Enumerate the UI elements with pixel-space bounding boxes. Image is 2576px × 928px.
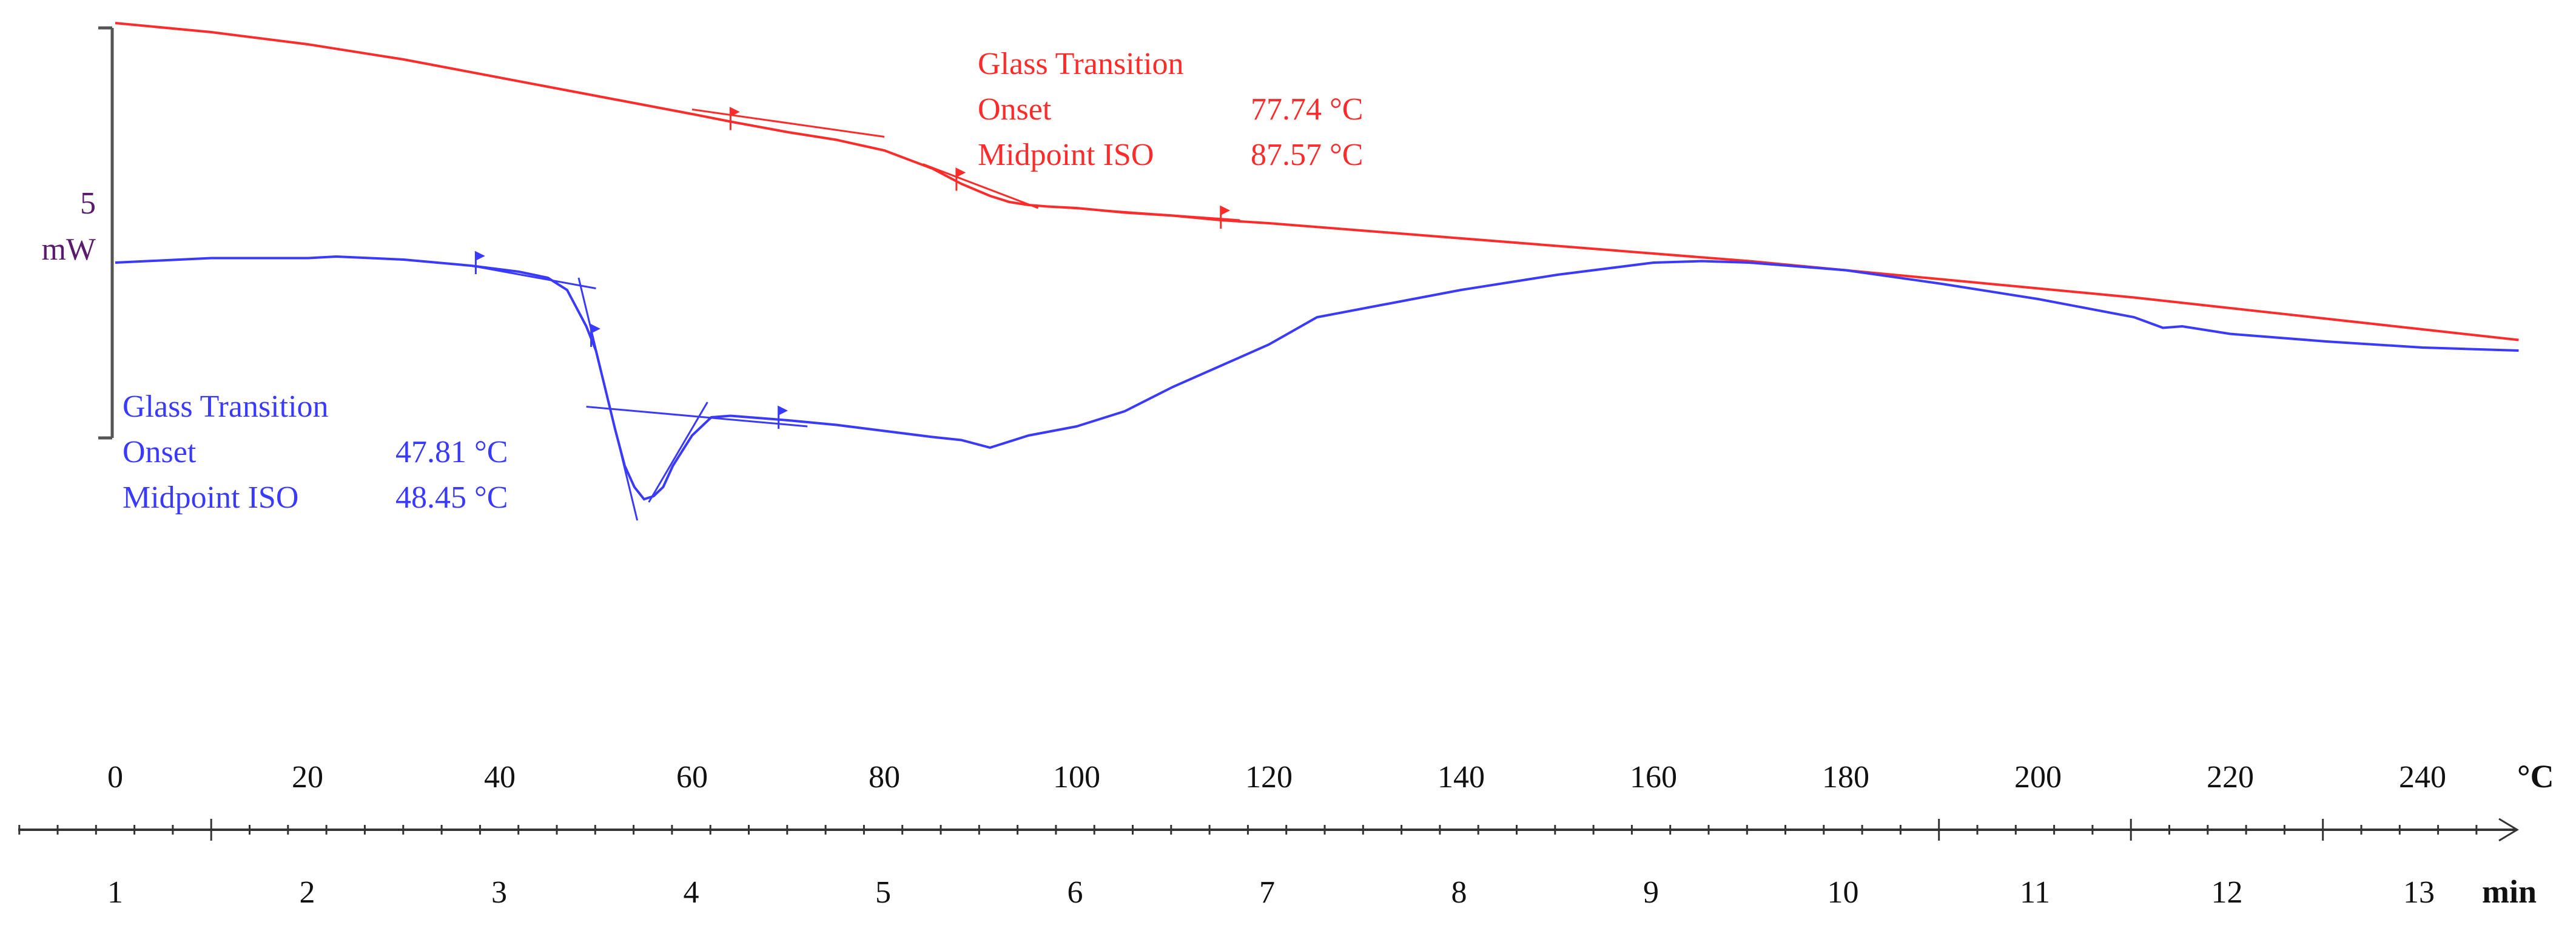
red-series-line [115, 22, 2519, 341]
temperature-tick-label: 60 [676, 760, 708, 795]
time-tick-label: 5 [875, 875, 891, 910]
temperature-tick-label: 100 [1053, 760, 1100, 795]
time-tick-label: 2 [300, 875, 315, 910]
blue-annotation: Glass Transition Onset 47.81 °C Midpoint… [123, 389, 508, 515]
series-layer [115, 22, 2519, 521]
temperature-tick-label: 80 [869, 760, 900, 795]
blue-tangent-rise [648, 402, 708, 503]
blue-marker-end [778, 405, 789, 429]
blue-onset-label: Onset [123, 435, 197, 469]
x-axis-time-ticks: 1 2 3 4 5 6 7 8 9 10 11 12 13 [107, 875, 2435, 910]
blue-marker-start [474, 250, 485, 274]
temperature-tick-label: 180 [1822, 760, 1869, 795]
y-scale-unit: mW [41, 232, 96, 267]
time-tick-label: 13 [2403, 875, 2435, 910]
red-midpoint-label: Midpoint ISO [978, 138, 1154, 172]
red-onset-value: 77.74 °C [1251, 92, 1363, 127]
red-marker-end [1220, 205, 1231, 229]
temperature-tick-label: 40 [484, 760, 516, 795]
blue-midpoint-value: 48.45 °C [395, 480, 508, 515]
red-annotation: Glass Transition Onset 77.74 °C Midpoint… [978, 47, 1363, 172]
blue-annotation-title: Glass Transition [123, 389, 329, 424]
time-tick-label: 3 [491, 875, 507, 910]
time-tick-label: 7 [1259, 875, 1275, 910]
red-tangent-transition [922, 163, 1039, 209]
x-axis-temperature-ticks: 0 20 40 60 80 100 120 140 160 180 200 220 240 [107, 760, 2446, 795]
time-tick-label: 8 [1451, 875, 1467, 910]
red-midpoint-value: 87.57 °C [1251, 138, 1363, 172]
time-tick-label: 1 [107, 875, 123, 910]
temperature-tick-label: 220 [2207, 760, 2254, 795]
x-axis-temperature-unit: °C [2517, 758, 2554, 795]
blue-onset-value: 47.81 °C [395, 435, 508, 469]
time-axis-arrow [2498, 818, 2519, 842]
temperature-tick-label: 120 [1245, 760, 1293, 795]
time-tick-label: 9 [1643, 875, 1659, 910]
red-tangent-after [1028, 204, 1240, 221]
blue-series-line [115, 255, 2519, 501]
y-scale-value: 5 [80, 186, 96, 221]
temperature-tick-label: 20 [292, 760, 323, 795]
blue-tangent-after [586, 406, 808, 428]
red-marker-start [729, 107, 740, 130]
time-axis-minor-ticks [18, 819, 2478, 841]
x-axis-time-unit: min [2482, 873, 2537, 910]
time-axis [18, 818, 2519, 842]
time-tick-label: 10 [1828, 875, 1859, 910]
time-tick-label: 6 [1068, 875, 1083, 910]
red-tangent-before [691, 109, 885, 138]
red-onset-label: Onset [978, 92, 1052, 127]
time-tick-label: 12 [2211, 875, 2243, 910]
red-annotation-title: Glass Transition [978, 47, 1184, 81]
blue-midpoint-label: Midpoint ISO [123, 480, 298, 515]
time-tick-label: 4 [684, 875, 699, 910]
temperature-tick-label: 0 [107, 760, 123, 795]
y-scale-bar [98, 26, 114, 440]
temperature-tick-label: 200 [2014, 760, 2062, 795]
blue-tangent-before [471, 264, 596, 289]
blue-marker-mid [590, 323, 600, 347]
temperature-tick-label: 160 [1630, 760, 1677, 795]
blue-tangent-steep [577, 277, 639, 521]
red-marker-mid [955, 167, 966, 191]
time-tick-label: 11 [2020, 875, 2050, 910]
temperature-tick-label: 240 [2399, 760, 2446, 795]
temperature-tick-label: 140 [1438, 760, 1485, 795]
